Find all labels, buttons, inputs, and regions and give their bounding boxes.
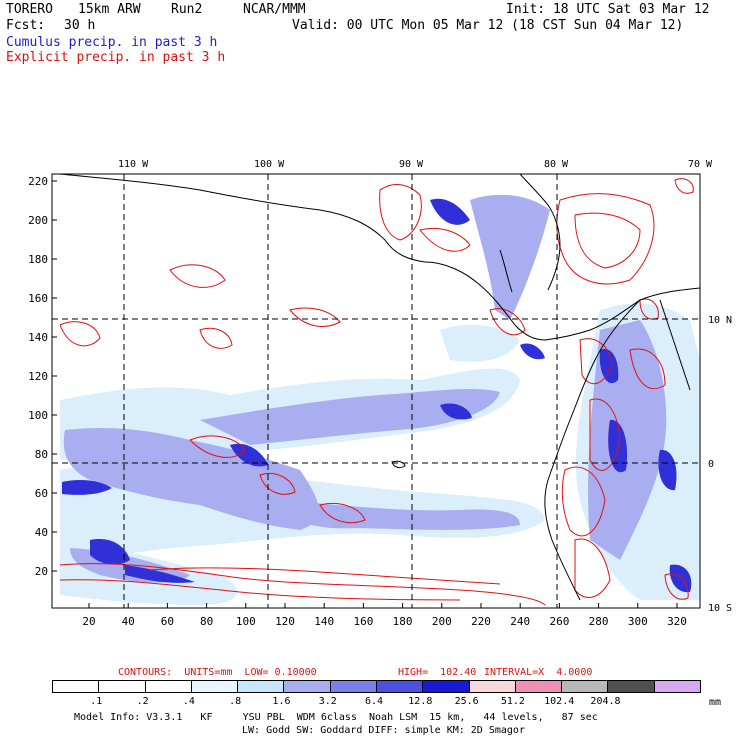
x-tick-label: 20 [82, 615, 95, 628]
explicit-precip-contours [59, 178, 694, 606]
lat-label-10s: 10 S [708, 603, 732, 614]
colorbar-label: 1.6 [272, 696, 291, 707]
colorbar-cell [561, 680, 609, 693]
init-time: Init: 18 UTC Sat 03 Mar 12 [506, 2, 710, 17]
y-tick-label: 160 [28, 292, 48, 305]
colorbar-label: 51.2 [500, 696, 525, 707]
model-name: TORERO [6, 2, 53, 17]
model-info: Model Info: V3.3.1 KF YSU PBL WDM 6class… [74, 712, 598, 723]
y-tick-label: 20 [35, 565, 48, 578]
run-label: Run2 [171, 2, 203, 17]
colorbar-cell [190, 680, 239, 693]
x-tick-label: 280 [589, 615, 609, 628]
x-tick-label: 320 [667, 615, 687, 628]
forecast-hours: 30 h [64, 18, 96, 33]
lat-label-0: 0 [708, 459, 714, 470]
y-tick-label: 180 [28, 253, 48, 266]
colorbar-label: 12.8 [408, 696, 433, 707]
medium-precip-areas [63, 194, 667, 583]
lat-label-10n: 10 N [708, 315, 732, 326]
x-tick-label: 300 [628, 615, 648, 628]
forecast-label: Fcst: [6, 18, 46, 33]
contour-units: CONTOURS: UNITS=mm LOW= 0.10000 [118, 667, 317, 678]
axis-ticks [52, 180, 678, 608]
valid-time: Valid: 00 UTC Mon 05 Mar 12 (18 CST Sun … [292, 18, 684, 33]
contour-interval: INTERVAL=X 4.0000 [484, 667, 593, 678]
colorbar-label: 102.4 [544, 696, 575, 707]
y-tick-label: 40 [35, 526, 48, 539]
lat-lon-grid [52, 174, 700, 608]
x-tick-label: 120 [275, 615, 295, 628]
explicit-precip-label: Explicit precip. in past 3 h [6, 50, 226, 65]
heavy-precip-areas [62, 198, 692, 593]
colorbar-cell [422, 680, 470, 693]
lon-label-80w: 80 W [544, 159, 569, 170]
map-frame [51, 173, 701, 609]
x-tick-label: 260 [549, 615, 569, 628]
y-tick-label: 120 [28, 370, 48, 383]
colorbar-cell [52, 680, 100, 693]
x-tick-label: 40 [122, 615, 135, 628]
colorbar-label: 204.8 [590, 696, 621, 707]
x-tick-label: 200 [432, 615, 452, 628]
colorbar-cell [514, 680, 563, 693]
y-tick-labels: 220 200 180 160 140 120 100 80 60 40 20 [28, 175, 48, 578]
colorbar-label: .1 [90, 696, 103, 707]
colorbar-cell [653, 680, 701, 693]
x-tick-label: 180 [393, 615, 413, 628]
cumulus-precip-label: Cumulus precip. in past 3 h [6, 35, 218, 50]
colorbar-label: .8 [229, 696, 242, 707]
colorbar-label: .2 [136, 696, 149, 707]
x-tick-label: 80 [200, 615, 213, 628]
x-tick-label: 220 [471, 615, 491, 628]
lon-label-110w: 110 W [118, 159, 149, 170]
x-tick-label: 240 [510, 615, 530, 628]
colorbar-cell [144, 680, 192, 693]
y-tick-label: 80 [35, 448, 48, 461]
colorbar-cell [376, 680, 424, 693]
lon-label-100w: 100 W [254, 159, 285, 170]
colorbar-label: .4 [182, 696, 195, 707]
lon-label-70w: 70 W [688, 159, 713, 170]
colorbar-cell [329, 680, 377, 693]
y-tick-label: 140 [28, 331, 48, 344]
colorbar-cell [468, 680, 516, 693]
colorbar-label: 3.2 [318, 696, 337, 707]
x-tick-label: 100 [236, 615, 256, 628]
y-tick-label: 200 [28, 214, 48, 227]
colorbar-cell [607, 680, 655, 693]
colorbar-cell [98, 680, 146, 693]
grid-spacing: 15km ARW [78, 2, 141, 17]
x-tick-label: 140 [314, 615, 334, 628]
y-tick-label: 100 [28, 409, 48, 422]
colorbar-label: 25.6 [454, 696, 479, 707]
y-tick-label: 220 [28, 175, 48, 188]
x-tick-label: 160 [353, 615, 373, 628]
x-tick-labels: 20 40 60 80 100 120 140 160 180 200 220 240 260 280 30… [82, 615, 687, 628]
physics-info: LW: Godd SW: Goddard DIFF: simple KM: 2D… [242, 725, 525, 736]
colorbar-cell [237, 680, 285, 693]
lon-label-90w: 90 W [399, 159, 424, 170]
colorbar-label: 6.4 [365, 696, 384, 707]
colorbar-cell [283, 680, 331, 693]
y-tick-label: 60 [35, 487, 48, 500]
x-tick-label: 60 [161, 615, 174, 628]
organization: NCAR/MMM [243, 2, 306, 17]
colorbar-unit: mm [709, 697, 722, 708]
contour-high: HIGH= 102.40 [398, 667, 477, 678]
